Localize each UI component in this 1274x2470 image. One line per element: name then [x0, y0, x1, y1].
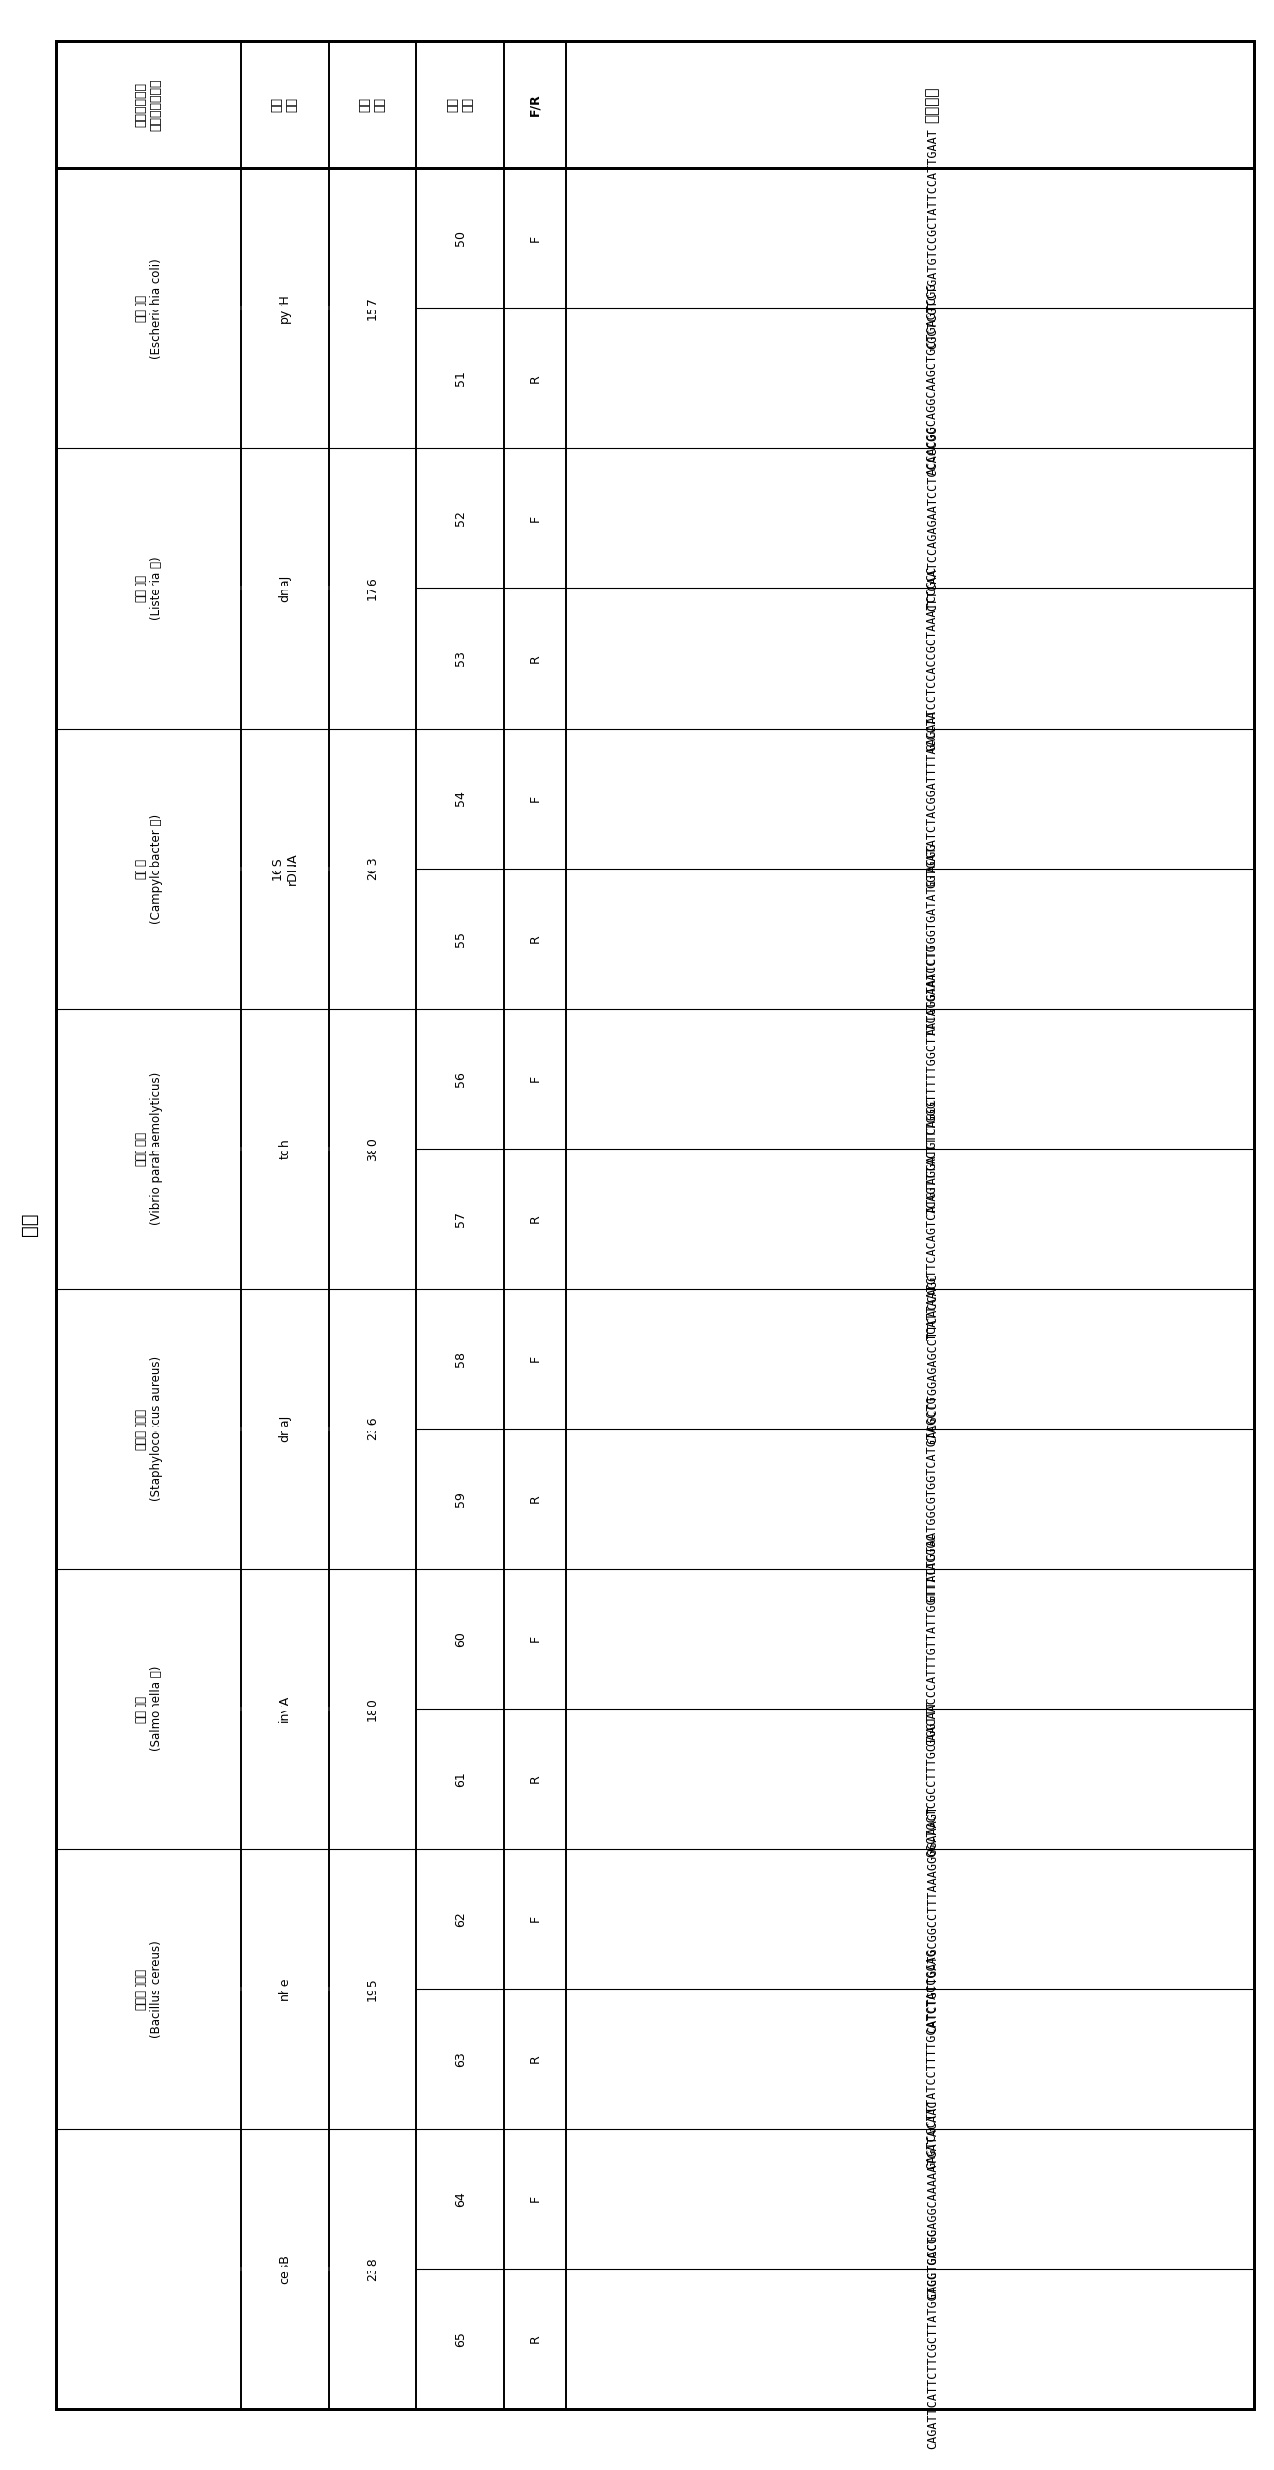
- Text: 56: 56: [454, 1070, 466, 1087]
- Text: 62: 62: [454, 1912, 466, 1927]
- Text: F: F: [529, 1914, 541, 1922]
- Text: 58: 58: [454, 1351, 466, 1366]
- Text: 煅基序列: 煅基序列: [925, 86, 940, 124]
- Text: R: R: [529, 934, 541, 944]
- Text: F: F: [529, 2196, 541, 2203]
- Text: F: F: [529, 795, 541, 803]
- Text: GAACAACCCATTTGTTATTGGTTTTACGGC: GAACAACCCATTTGTTATTGGTTTTACGGC: [926, 1531, 939, 1746]
- Text: F: F: [529, 235, 541, 242]
- Text: CACGCCTGGAGAGCCTTCACCAGC: CACGCCTGGAGAGCCTTCACCAGC: [926, 1272, 939, 1445]
- Text: F: F: [529, 1635, 541, 1643]
- Text: dnaJ: dnaJ: [278, 576, 292, 603]
- Text: 序列
编号: 序列 编号: [446, 96, 474, 111]
- Text: F: F: [529, 1356, 541, 1361]
- Text: CACCTGCCGGAGGCAAAAATGATACAAC: CACCTGCCGGAGGCAAAAATGATACAAC: [926, 2100, 939, 2300]
- Text: F: F: [529, 1074, 541, 1082]
- Text: 扩增对象食物
中毒菌（学名）: 扩增对象食物 中毒菌（学名）: [135, 79, 163, 131]
- Text: GAGTCGCTTTATCCTTTTGCATCTACCGCAG: GAGTCGCTTTATCCTTTTGCATCTACCGCAG: [926, 1949, 939, 2169]
- Text: 引物: 引物: [20, 1213, 38, 1237]
- Text: GGCTGCTCGCCTTTGCTGGTTT: GGCTGCTCGCCTTTGCTGGTTT: [926, 1699, 939, 1857]
- Text: 57: 57: [454, 1210, 466, 1228]
- Text: R: R: [529, 655, 541, 662]
- Text: 238: 238: [366, 2258, 380, 2280]
- Text: F: F: [529, 514, 541, 521]
- Text: TCAGTTTACTTTTGGGTTTTTGGCTTTCATGAAACCTG: TCAGTTTACTTTTGGGTTTTTGGCTTTCATGAAACCTG: [926, 944, 939, 1213]
- Text: 263: 263: [366, 857, 380, 879]
- Text: 65: 65: [454, 2332, 466, 2346]
- Text: 54: 54: [454, 790, 466, 808]
- Text: ACCACGGCAGGCAAGCTGCTGAGTCGG: ACCACGGCAGGCAAGCTGCTGAGTCGG: [926, 282, 939, 474]
- Text: 沙门氏菌
(Salmonella 属): 沙门氏菌 (Salmonella 属): [135, 1665, 163, 1751]
- Text: AATGGGTATTCTTGGTGATATCTACGG: AATGGGTATTCTTGGTGATATCTACGG: [926, 842, 939, 1035]
- Text: CTTCAATCCAGAGAATCCTCCACCGC: CTTCAATCCAGAGAATCCTCCACCGC: [926, 425, 939, 610]
- Text: 16S
rDNA: 16S rDNA: [271, 852, 299, 884]
- Text: 弯曲菌
(Campylobacter 属): 弯曲菌 (Campylobacter 属): [135, 813, 163, 924]
- Text: 51: 51: [454, 370, 466, 385]
- Text: R: R: [529, 1494, 541, 1504]
- Text: tdh: tdh: [278, 1139, 292, 1158]
- Text: 157: 157: [366, 296, 380, 321]
- Text: dnaJ: dnaJ: [278, 1415, 292, 1442]
- Text: GAGAATCCTCCACCGCTAAATCCGCC: GAGAATCCTCCACCGCTAAATCCGCC: [926, 566, 939, 751]
- Text: invA: invA: [278, 1694, 292, 1722]
- Text: 李斯特菌
(Listeria 属): 李斯特菌 (Listeria 属): [135, 556, 163, 620]
- Text: 60: 60: [454, 1630, 466, 1647]
- Text: 380: 380: [366, 1136, 380, 1161]
- Text: CATCTGTTGATGCGGCCTTTAAAGGGGAAAGT: CATCTGTTGATGCGGCCTTTAAAGGGGAAAGT: [926, 1806, 939, 2033]
- Text: 扩增
产物: 扩增 产物: [358, 96, 386, 111]
- Text: GTTACTGTAATGGCGTGGTCATGTAGCTG: GTTACTGTAATGGCGTGGTCATGTAGCTG: [926, 1396, 939, 1603]
- Text: 50: 50: [454, 230, 466, 247]
- Text: nhe: nhe: [278, 1976, 292, 2001]
- Text: R: R: [529, 373, 541, 383]
- Text: 副溶血弧菌
(Vibrio parahaemolyticus): 副溶血弧菌 (Vibrio parahaemolyticus): [135, 1072, 163, 1225]
- Text: R: R: [529, 1215, 541, 1223]
- Text: 蠟样芽孢杆菌
(Bacillus cereus): 蠟样芽孢杆菌 (Bacillus cereus): [135, 1939, 163, 2038]
- Text: 55: 55: [454, 931, 466, 946]
- Text: 大肠杆菌
(Escherichia coli): 大肠杆菌 (Escherichia coli): [135, 257, 163, 358]
- Text: R: R: [529, 2055, 541, 2062]
- Text: 金黄葡萄球菌
(Staphylococcus aureus): 金黄葡萄球菌 (Staphylococcus aureus): [135, 1356, 163, 1502]
- Text: cesB: cesB: [278, 2253, 292, 2285]
- Text: 53: 53: [454, 650, 466, 667]
- Text: R: R: [529, 2334, 541, 2344]
- Text: 61: 61: [454, 1771, 466, 1786]
- Text: pyrH: pyrH: [278, 294, 292, 324]
- Text: GGTGATATCTACGGATTTTACCCTA: GGTGATATCTACGGATTTTACCCTA: [926, 709, 939, 887]
- Text: 52: 52: [454, 511, 466, 526]
- Text: 180: 180: [366, 1697, 380, 1722]
- Text: 64: 64: [454, 2191, 466, 2206]
- Text: 176: 176: [366, 576, 380, 600]
- Text: 195: 195: [366, 1976, 380, 2001]
- Text: TCATTAATGTTCACAGTCATGTAGGATGTCAGCC: TCATTAATGTTCACAGTCATGTAGGATGTCAGCC: [926, 1097, 939, 1339]
- Text: 59: 59: [454, 1492, 466, 1507]
- Text: 对象
区域: 对象 区域: [271, 96, 299, 111]
- Text: CGCTCGTCTGATGTCCGCTATTCCATTGAAT: CGCTCGTCTGATGTCCGCTATTCCATTGAAT: [926, 128, 939, 348]
- Text: R: R: [529, 1773, 541, 1783]
- Text: 63: 63: [454, 2050, 466, 2067]
- Text: 236: 236: [366, 1418, 380, 1440]
- Text: CAGATTCATTCTTCGCTTATGGTGGTGACTC: CAGATTCATTCTTCGCTTATGGTGGTGACTC: [926, 2228, 939, 2450]
- Text: F/R: F/R: [529, 94, 541, 116]
